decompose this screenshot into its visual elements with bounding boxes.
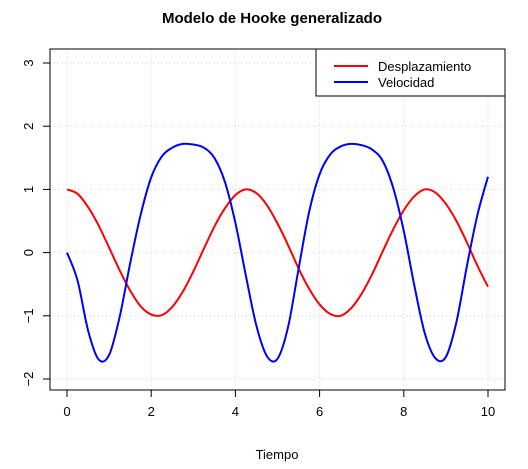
chart-title: Modelo de Hooke generalizado — [162, 10, 382, 27]
x-tick-label: 8 — [400, 404, 407, 419]
x-tick-label: 10 — [481, 404, 495, 419]
series-line-0 — [66, 188, 489, 318]
series-line-1 — [66, 142, 489, 363]
y-axis: −2 −1 0 1 2 3 — [21, 59, 51, 387]
y-tick-label: 2 — [21, 123, 36, 130]
x-axis-label: Tiempo — [256, 447, 299, 462]
grid-lines — [50, 49, 505, 390]
series-lines — [66, 142, 489, 363]
x-tick-label: 0 — [63, 404, 70, 419]
y-tick-label: 1 — [21, 186, 36, 193]
x-tick-label: 4 — [232, 404, 239, 419]
y-tick-label: −2 — [21, 372, 36, 387]
x-tick-label: 2 — [148, 404, 155, 419]
y-tick-label: −1 — [21, 308, 36, 323]
legend-box — [315, 48, 506, 97]
x-axis: 0 2 4 6 8 10 — [63, 389, 495, 419]
legend-label-1: Velocidad — [378, 75, 434, 90]
x-tick-label: 6 — [316, 404, 323, 419]
y-tick-label: 0 — [21, 249, 36, 256]
legend-label-0: Desplazamiento — [378, 59, 471, 74]
y-tick-label: 3 — [21, 59, 36, 66]
plot-frame — [49, 48, 506, 391]
